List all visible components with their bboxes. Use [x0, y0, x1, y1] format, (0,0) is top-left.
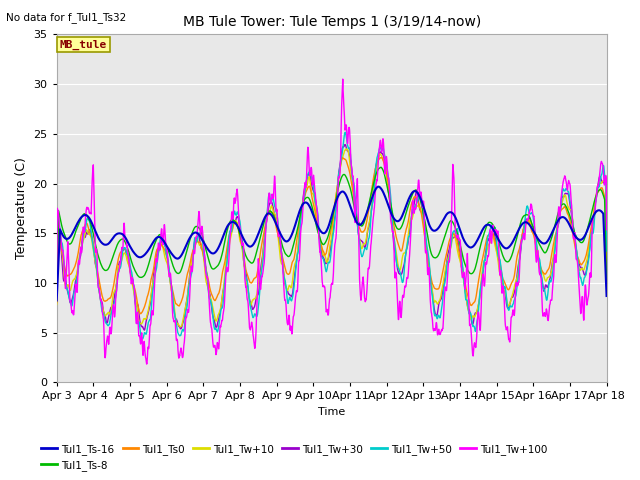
X-axis label: Time: Time [318, 407, 345, 417]
Legend: Tul1_Ts-16, Tul1_Ts-8, Tul1_Ts0, Tul1_Tw+10, Tul1_Tw+30, Tul1_Tw+50, Tul1_Tw+100: Tul1_Ts-16, Tul1_Ts-8, Tul1_Ts0, Tul1_Tw… [37, 439, 552, 475]
Title: MB Tule Tower: Tule Temps 1 (3/19/14-now): MB Tule Tower: Tule Temps 1 (3/19/14-now… [182, 15, 481, 29]
Text: No data for f_Tul1_Ts32: No data for f_Tul1_Ts32 [6, 12, 127, 23]
Y-axis label: Temperature (C): Temperature (C) [15, 157, 28, 259]
Text: MB_tule: MB_tule [60, 39, 107, 49]
